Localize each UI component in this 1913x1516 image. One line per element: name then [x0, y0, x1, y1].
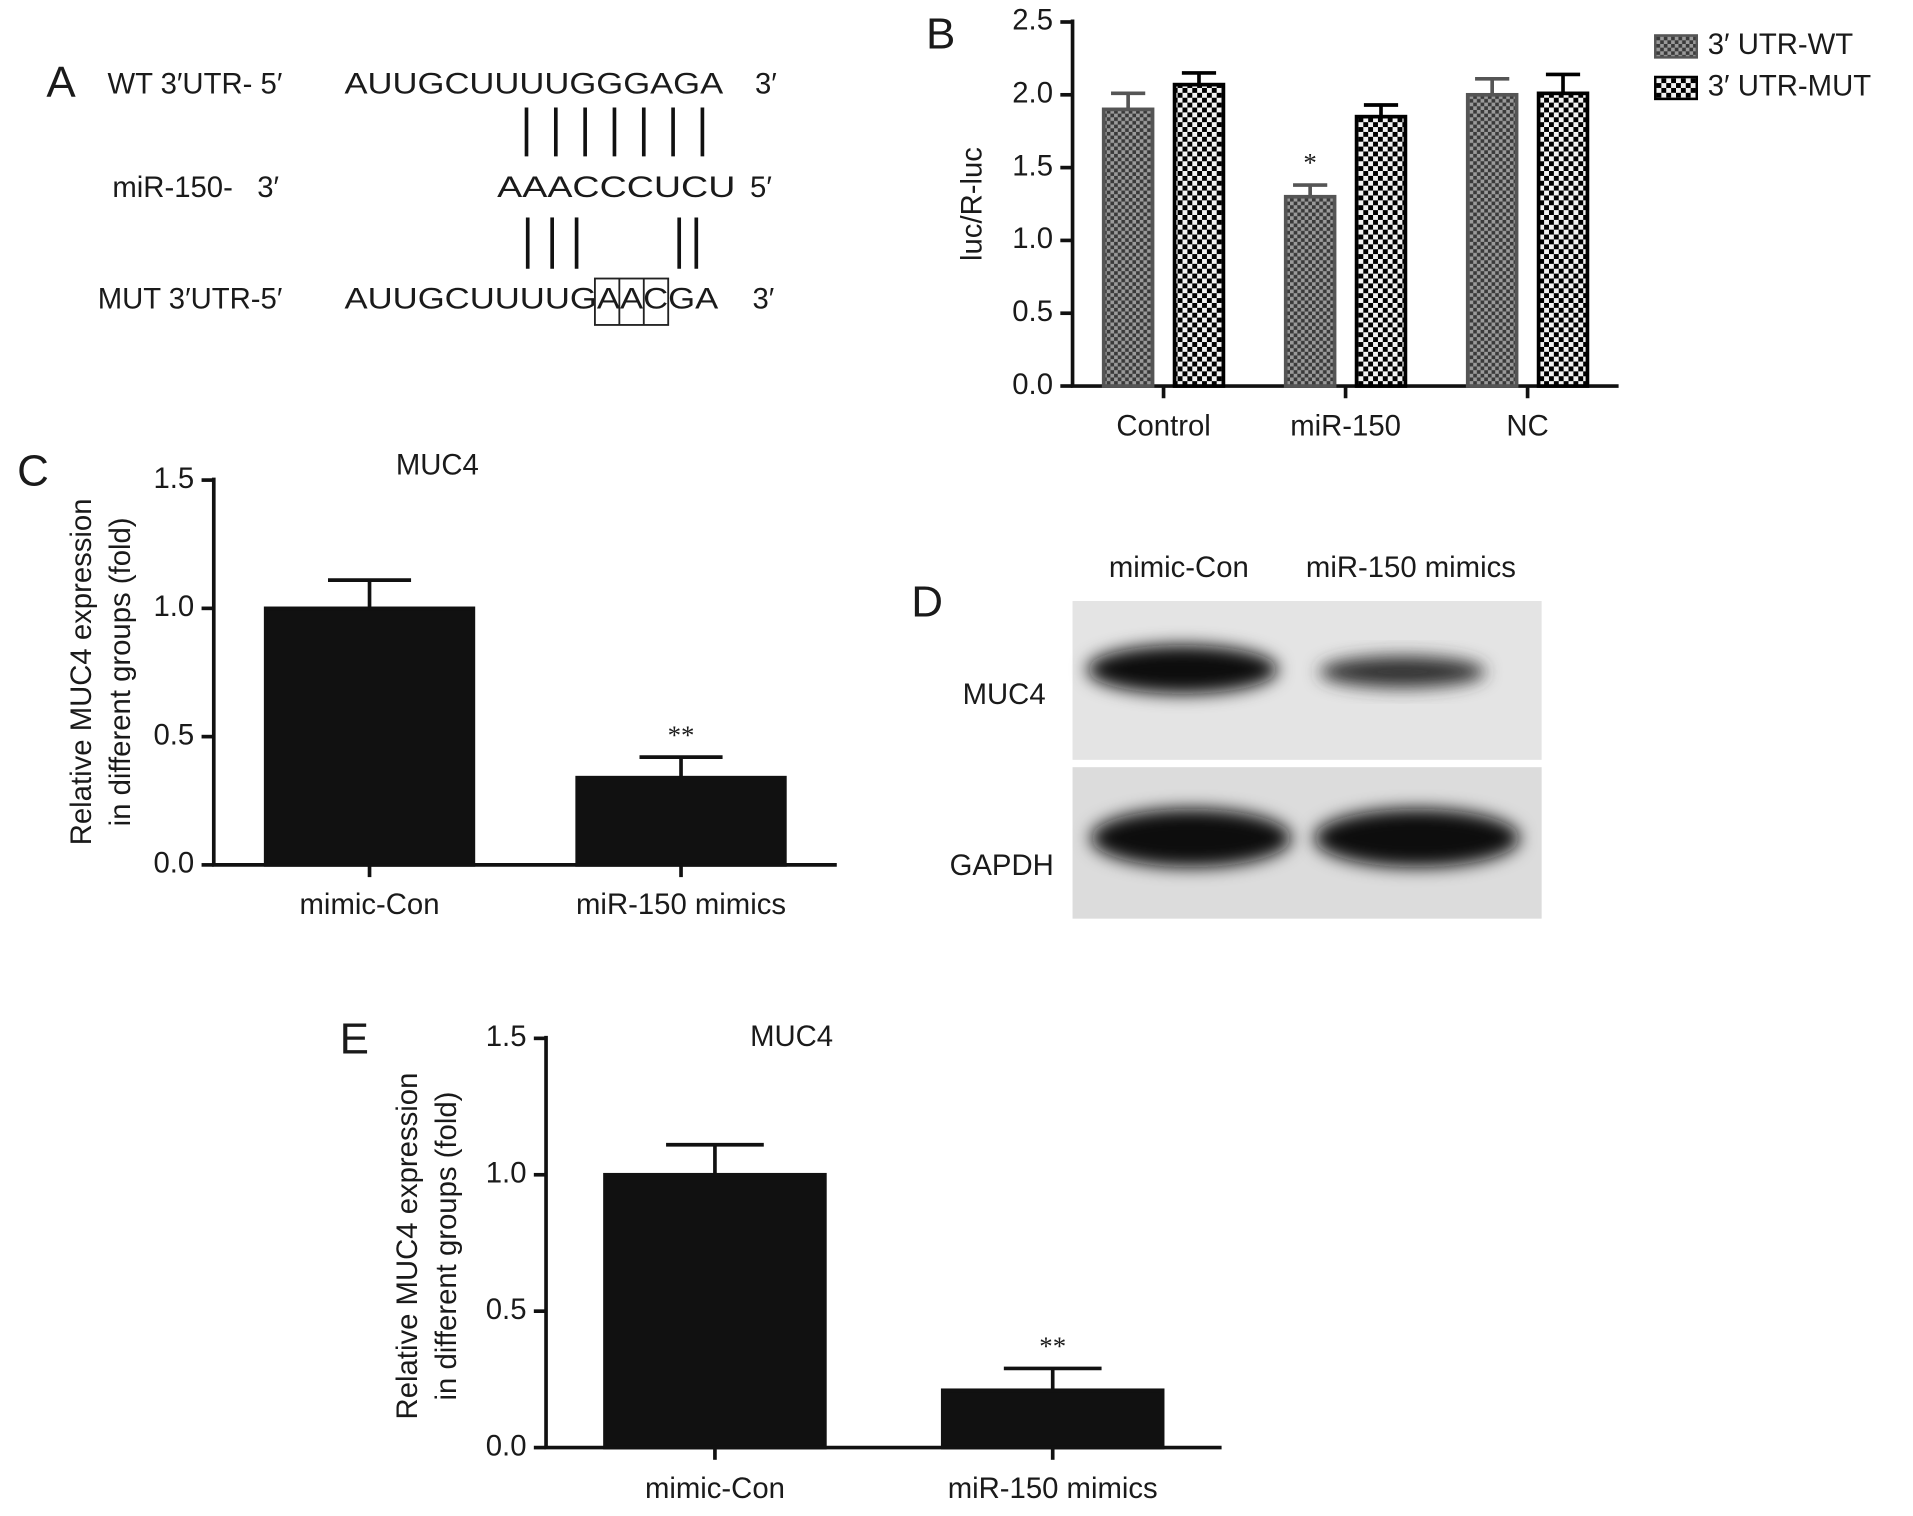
panel-label: E	[340, 1015, 369, 1064]
mutation-boxes	[593, 277, 670, 326]
y-tick-label: 1.0	[486, 1157, 527, 1190]
error-bar	[1293, 183, 1328, 197]
panel-d: D mimic-Con miR-150 mimics MUC4 GAPDH	[911, 551, 1542, 919]
y-tick-label: 1.0	[1012, 222, 1053, 255]
error-bar	[1545, 72, 1581, 94]
error-bar	[327, 578, 412, 609]
bar	[940, 1388, 1165, 1450]
legend-label: 3′ UTR-MUT	[1708, 70, 1871, 103]
x-tick-label: Control	[1116, 409, 1210, 442]
sequence: AUUGCUUUUGGGAGA	[344, 67, 723, 100]
lane-label: mimic-Con	[1109, 551, 1249, 584]
panel-label: C	[17, 447, 49, 496]
bar	[1101, 107, 1155, 388]
bar	[1465, 92, 1519, 388]
chart-title: MUC4	[750, 1020, 833, 1053]
strand-end: 5′	[750, 171, 772, 204]
bar	[603, 1172, 827, 1450]
x-tick-label: NC	[1506, 409, 1548, 442]
legend-label: 3′ UTR-WT	[1708, 28, 1854, 61]
y-tick-label: 1.0	[153, 590, 194, 623]
y-axis-label: luc/R-luc	[955, 147, 988, 261]
blot-band	[1319, 655, 1486, 688]
chart: C MUC4 Relative MUC4 expression in differen…	[17, 447, 837, 921]
strand-end: 3′	[755, 67, 777, 100]
x-tick-label: miR-150	[1290, 409, 1401, 442]
error-bar	[1475, 76, 1510, 95]
x-tick-label: miR-150 mimics	[948, 1472, 1158, 1505]
y-axis-label: Relative MUC4 expression	[391, 1073, 424, 1420]
y-tick-label: 1.5	[486, 1020, 527, 1053]
bar	[263, 606, 476, 867]
panel-a: A WT 3′UTR- 5′ AUUGCUUUUGGGAGA 3′ miR-15…	[46, 58, 777, 326]
x-tick-label: miR-150 mimics	[576, 888, 786, 921]
blot-band	[1314, 808, 1520, 868]
x-tick-label: mimic-Con	[300, 888, 440, 921]
y-tick-label: 0.0	[1012, 368, 1053, 401]
row-label: MUT 3′UTR-5′	[98, 282, 283, 315]
blot-row-label: GAPDH	[950, 849, 1054, 882]
error-bar	[666, 1142, 764, 1175]
y-tick-label: 0.5	[153, 718, 194, 751]
panel-label: A	[46, 58, 76, 107]
error-bar	[1111, 91, 1146, 110]
y-tick-label: 0.0	[486, 1429, 527, 1462]
y-tick-label: 1.5	[1012, 149, 1053, 182]
bar	[1536, 91, 1590, 388]
lane-label: miR-150 mimics	[1306, 551, 1516, 584]
y-tick-label: 2.5	[1012, 4, 1053, 37]
error-bar	[1363, 103, 1399, 117]
y-axis-label: Relative MUC4 expression	[65, 498, 98, 845]
y-tick-label: 0.5	[1012, 295, 1053, 328]
strand-end: 3′	[752, 282, 774, 315]
chart-title: MUC4	[396, 448, 479, 481]
significance-label: **	[668, 720, 695, 750]
row-label: WT 3′UTR- 5′	[107, 67, 282, 100]
significance-label: *	[1303, 148, 1316, 178]
bar	[575, 775, 787, 867]
bar	[1283, 194, 1337, 388]
y-axis-label: in different groups (fold)	[104, 517, 137, 826]
legend-swatch	[1654, 75, 1699, 101]
error-bar	[1003, 1366, 1102, 1391]
y-axis-label: in different groups (fold)	[430, 1092, 463, 1401]
pairing-lines	[524, 107, 705, 269]
y-tick-label: 1.5	[153, 462, 194, 495]
blot-row-label: MUC4	[963, 678, 1046, 711]
error-bar	[1181, 71, 1217, 85]
panel-label: D	[911, 577, 943, 626]
bar	[1354, 114, 1408, 388]
panel-label: B	[926, 9, 955, 58]
chart: E MUC4 Relative MUC4 expression in differen…	[340, 1015, 1222, 1505]
blot-band	[1087, 645, 1278, 694]
sequence: AUUGCUUUUGAACGA	[344, 282, 718, 315]
legend-swatch	[1654, 34, 1699, 59]
row-label: miR-150- 3′	[112, 171, 279, 204]
significance-label: **	[1039, 1331, 1066, 1361]
error-bar	[639, 755, 723, 778]
y-tick-label: 0.0	[153, 847, 194, 880]
sequence: AAACCCUCU	[497, 171, 735, 204]
blot-band	[1090, 808, 1292, 868]
y-tick-label: 0.5	[486, 1293, 527, 1326]
x-tick-label: mimic-Con	[645, 1472, 785, 1505]
y-tick-label: 2.0	[1012, 77, 1053, 110]
bar	[1172, 82, 1226, 388]
